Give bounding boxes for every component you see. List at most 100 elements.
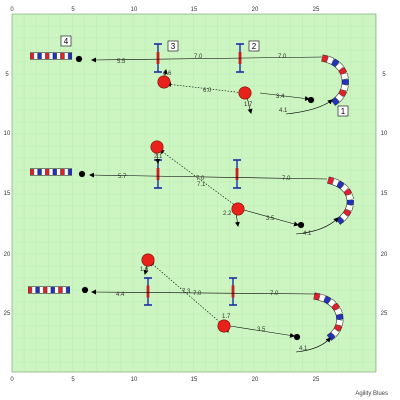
tunnel-segment [335, 93, 344, 102]
distance-label: 7.0 [193, 291, 202, 297]
y-tick-left-20: 20 [4, 252, 11, 258]
y-tick-right-25: 25 [381, 311, 388, 317]
distance-label: 1.7 [244, 102, 253, 108]
number-box-3: 3 [167, 40, 179, 52]
tunnel-segment [331, 59, 339, 67]
path-segment [166, 81, 245, 94]
handler-ball [141, 253, 155, 267]
y-tick-right-10: 10 [381, 131, 388, 137]
jump-bar-stripe [235, 168, 239, 180]
path-segment [246, 96, 253, 114]
path-segment [89, 172, 328, 180]
distance-label: 2.1 [154, 154, 163, 160]
tunnel-segment [313, 293, 320, 300]
handler-ball [231, 202, 245, 216]
x-tick-top-5: 5 [71, 7, 75, 13]
y-tick-left-5: 5 [5, 72, 9, 78]
tunnel-segment [334, 308, 343, 316]
handler-paths-layer [89, 56, 339, 353]
tunnel-segment [336, 314, 343, 320]
distance-label: 7.1 [197, 182, 206, 188]
jump-2-panel-2 [233, 159, 241, 189]
svg-text:4: 4 [64, 37, 69, 46]
distance-label: 4.4 [116, 292, 125, 298]
tunnel-segment [338, 89, 347, 97]
x-tick-top-20: 20 [252, 7, 259, 13]
distance-label: 4.1 [299, 346, 308, 352]
tunnel-segment [336, 319, 343, 326]
y-tick-right-20: 20 [381, 252, 388, 258]
tunnel-segment [332, 178, 339, 187]
tunnel-segment [335, 62, 344, 71]
panel-3-labels: 4.1 3.5 1.7 7.3 1.6 7.0 7.0 4.4 [116, 267, 308, 352]
cone-dot [81, 286, 89, 294]
tunnel-segment [346, 194, 354, 201]
distance-label: 4.1 [279, 108, 288, 114]
number-box-2: 2 [248, 40, 260, 52]
tunnel-segment [343, 188, 352, 196]
distance-label: 7.0 [270, 291, 279, 297]
footer-brand: Agility Blues [355, 391, 388, 397]
path-segment [159, 149, 237, 207]
distance-label: 7.3 [182, 289, 191, 295]
handler-ball [217, 319, 231, 333]
handler-ball [238, 86, 252, 100]
distance-label: 7.0 [278, 54, 287, 60]
path-segment [143, 265, 149, 275]
tunnel-segment [331, 328, 340, 337]
path-segment [155, 151, 161, 164]
x-tick-bottom-25: 25 [313, 377, 320, 383]
path-segment [149, 261, 223, 325]
x-tick-bottom-5: 5 [71, 377, 75, 383]
path-segment [259, 92, 310, 101]
tunnel-segment [327, 332, 336, 341]
distance-label: 6.0 [203, 88, 212, 94]
jump-bar-stripe [146, 285, 150, 298]
jump-bar-stripe [156, 168, 160, 180]
curved-tunnel-3 [313, 292, 344, 341]
field-background [11, 13, 377, 373]
distance-label: 5.7 [118, 174, 127, 180]
x-tick-top-15: 15 [191, 7, 198, 13]
distance-label: 3.4 [276, 94, 285, 100]
jump-3-panel-1 [154, 43, 162, 73]
markers-layer [75, 55, 315, 341]
cone-dot [307, 96, 315, 104]
path-segment [91, 56, 323, 63]
axis-ticks: 0 5 10 15 20 25 0 5 10 15 20 25 5 10 15 … [4, 7, 388, 383]
distance-label: 3.5 [266, 216, 275, 222]
svg-text:1: 1 [341, 107, 346, 116]
y-tick-left-25: 25 [4, 311, 11, 317]
tunnel-segment [321, 55, 328, 63]
tunnel-segment [338, 67, 347, 75]
x-tick-bottom-10: 10 [131, 377, 138, 383]
cone-dot [293, 333, 301, 341]
handler-ball [150, 140, 164, 154]
distance-label: 1.6 [140, 267, 149, 273]
tunnel-segment [323, 296, 331, 304]
path-segment [91, 289, 317, 295]
panel-2-labels: 4.1 3.5 2.2 7.1 2.1 7.0 7.0 5.7 [118, 154, 312, 237]
cone-dot [75, 55, 83, 63]
y-tick-right-5: 5 [382, 72, 386, 78]
cone-dot [297, 221, 305, 229]
number-box-1: 1 [337, 105, 349, 117]
tunnel-segment [345, 204, 353, 211]
path-segment [229, 325, 295, 338]
jump-bar-stripe [231, 285, 235, 298]
distance-label: 3.5 [257, 327, 266, 333]
path-segment [285, 99, 333, 115]
tunnel-segment [343, 208, 351, 217]
svg-text:3: 3 [171, 42, 176, 51]
tunnel-segment [334, 324, 342, 332]
x-tick-bottom-0: 0 [10, 377, 14, 383]
y-tick-left-10: 10 [4, 131, 11, 137]
y-tick-left-15: 15 [4, 191, 11, 197]
jump-bar-stripe [156, 52, 160, 64]
tunnel-segment [328, 299, 336, 307]
tunnel-segment [318, 294, 326, 302]
number-box-4: 4 [60, 35, 72, 47]
x-tick-top-25: 25 [313, 7, 320, 13]
x-tick-top-10: 10 [131, 7, 138, 13]
